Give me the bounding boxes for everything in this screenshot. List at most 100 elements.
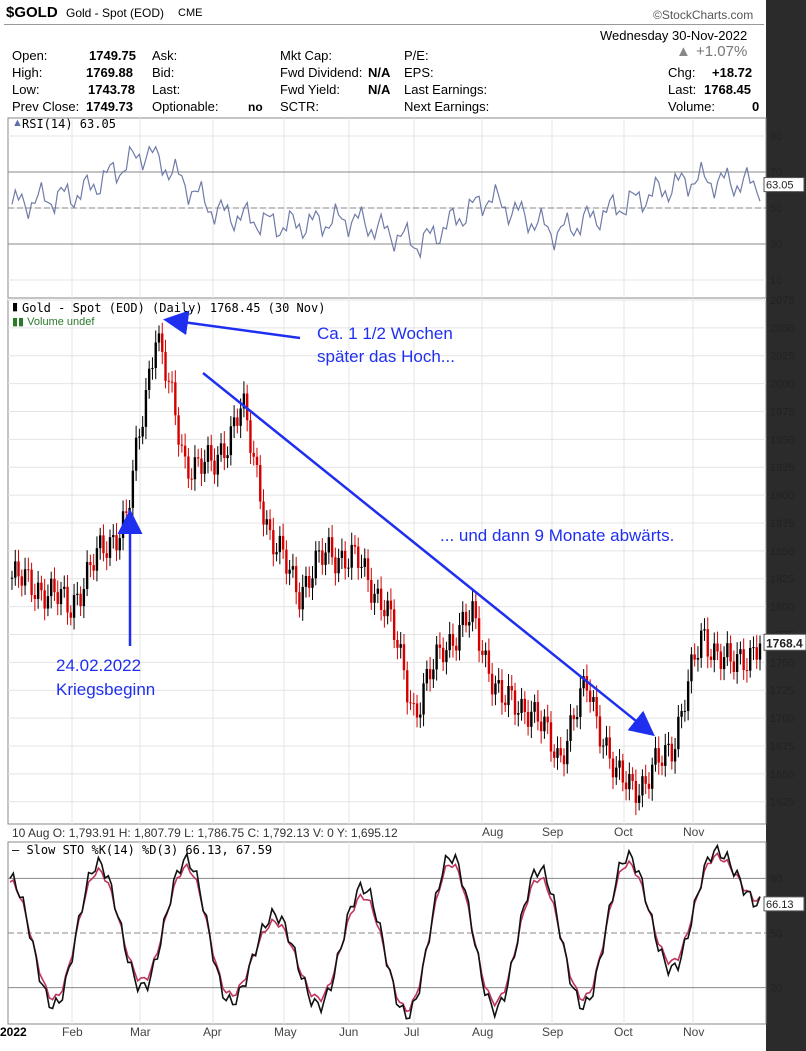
candle-body bbox=[102, 535, 105, 554]
candle-body bbox=[677, 716, 680, 750]
mktcap-label: Mkt Cap: bbox=[280, 48, 333, 63]
price-x-label: Oct bbox=[614, 825, 633, 839]
sto-x-label: Nov bbox=[683, 1025, 704, 1039]
price-tick-label: 1900 bbox=[770, 490, 794, 502]
candle-body bbox=[370, 580, 373, 603]
candle-body bbox=[92, 565, 95, 571]
candle-body bbox=[735, 654, 739, 672]
pe-label: P/E: bbox=[404, 48, 429, 63]
candle-body bbox=[262, 501, 265, 525]
candle-body bbox=[660, 762, 664, 766]
candle-body bbox=[213, 460, 216, 475]
candle-body bbox=[664, 745, 667, 766]
candle-body bbox=[703, 629, 706, 631]
candle-body bbox=[157, 333, 161, 343]
candle-body bbox=[637, 795, 641, 803]
candle-body bbox=[752, 647, 755, 649]
candle-body bbox=[634, 780, 638, 803]
candle-body bbox=[755, 647, 758, 660]
candle-body bbox=[719, 651, 723, 670]
candle-body bbox=[667, 743, 670, 746]
last-label: Last: bbox=[152, 82, 181, 97]
candle-body bbox=[504, 702, 507, 706]
candle-body bbox=[494, 683, 497, 695]
candle-body bbox=[732, 661, 736, 672]
price-last-label: 1768.4 bbox=[766, 636, 803, 650]
info-bar: 10 Aug O: 1,793.91 H: 1,807.79 L: 1,786.… bbox=[12, 826, 398, 840]
candle-body bbox=[357, 546, 360, 568]
sto-x-label: May bbox=[274, 1025, 297, 1039]
rsi-tick-label: 10 bbox=[770, 275, 782, 287]
candle-body bbox=[272, 530, 275, 555]
candle-body bbox=[621, 760, 625, 783]
sto-last-label: 66.13 bbox=[766, 899, 794, 911]
candle-body bbox=[288, 569, 291, 574]
price-tick-label: 1975 bbox=[770, 406, 794, 418]
candle-body bbox=[471, 601, 474, 623]
candle-body bbox=[20, 576, 23, 586]
price-tick-label: 1625 bbox=[770, 797, 794, 809]
sto-k-line bbox=[9, 843, 761, 1020]
candle-body bbox=[249, 420, 252, 453]
exchange: CME bbox=[178, 7, 203, 19]
candle-body bbox=[654, 748, 657, 765]
candle-body bbox=[170, 381, 174, 383]
sto-x-label: Oct bbox=[614, 1025, 633, 1039]
price-tick-label: 2075 bbox=[770, 295, 794, 307]
sto-x-label: Apr bbox=[203, 1025, 222, 1039]
candle-legend-icon: ▮ bbox=[12, 301, 19, 313]
price-tick-label: 2050 bbox=[770, 323, 794, 335]
candle-body bbox=[118, 538, 121, 551]
price-title: Gold - Spot (EOD) (Daily) 1768.45 (30 No… bbox=[22, 301, 326, 315]
candle-body bbox=[726, 643, 729, 658]
candle-body bbox=[210, 445, 213, 461]
candle-body bbox=[422, 683, 425, 715]
candle-body bbox=[572, 715, 576, 720]
candle-body bbox=[510, 685, 513, 691]
candle-body bbox=[739, 649, 742, 655]
sto-x-label: Aug bbox=[472, 1025, 493, 1039]
candle-body bbox=[245, 393, 249, 421]
candle-body bbox=[608, 737, 611, 759]
candle-body bbox=[108, 537, 112, 558]
candle-body bbox=[438, 644, 442, 648]
candle-body bbox=[379, 588, 383, 610]
candle-body bbox=[66, 586, 69, 613]
price-tick-label: 1650 bbox=[770, 769, 794, 781]
sto-x-label: Jun bbox=[339, 1025, 358, 1039]
candle-body bbox=[324, 552, 327, 565]
sto-last-box bbox=[763, 896, 805, 912]
bid-label: Bid: bbox=[152, 65, 175, 80]
candle-body bbox=[415, 703, 419, 718]
candle-body bbox=[383, 609, 386, 617]
candle-body bbox=[164, 351, 167, 381]
candle-body bbox=[481, 650, 484, 655]
candle-body bbox=[82, 589, 86, 607]
candle-body bbox=[340, 550, 344, 558]
sto-x-label: 2022 bbox=[0, 1025, 27, 1039]
candle-body bbox=[611, 758, 615, 778]
candle-body bbox=[526, 711, 530, 727]
candle-body bbox=[706, 629, 709, 657]
last-price-label: Last: bbox=[668, 82, 697, 97]
header-divider bbox=[4, 24, 764, 25]
price-tick-label: 1725 bbox=[770, 685, 794, 697]
price-x-label: Sep bbox=[542, 825, 564, 839]
candle-body bbox=[536, 702, 540, 722]
candle-body bbox=[327, 537, 331, 553]
candle-body bbox=[298, 592, 301, 610]
candle-body bbox=[709, 656, 713, 660]
fwd-yield-value: N/A bbox=[368, 82, 391, 97]
sto-x-label: Sep bbox=[542, 1025, 564, 1039]
rsi-title: RSI(14) 63.05 bbox=[22, 117, 116, 131]
candle-body bbox=[686, 681, 690, 711]
candle-body bbox=[294, 566, 298, 593]
candle-body bbox=[615, 767, 618, 778]
sto-tick-label: 20 bbox=[770, 983, 782, 995]
candle-body bbox=[445, 650, 448, 663]
candle-body bbox=[373, 593, 376, 603]
candle-body bbox=[559, 748, 562, 756]
sto-x-label: Mar bbox=[130, 1025, 151, 1039]
candle-body bbox=[17, 561, 20, 577]
